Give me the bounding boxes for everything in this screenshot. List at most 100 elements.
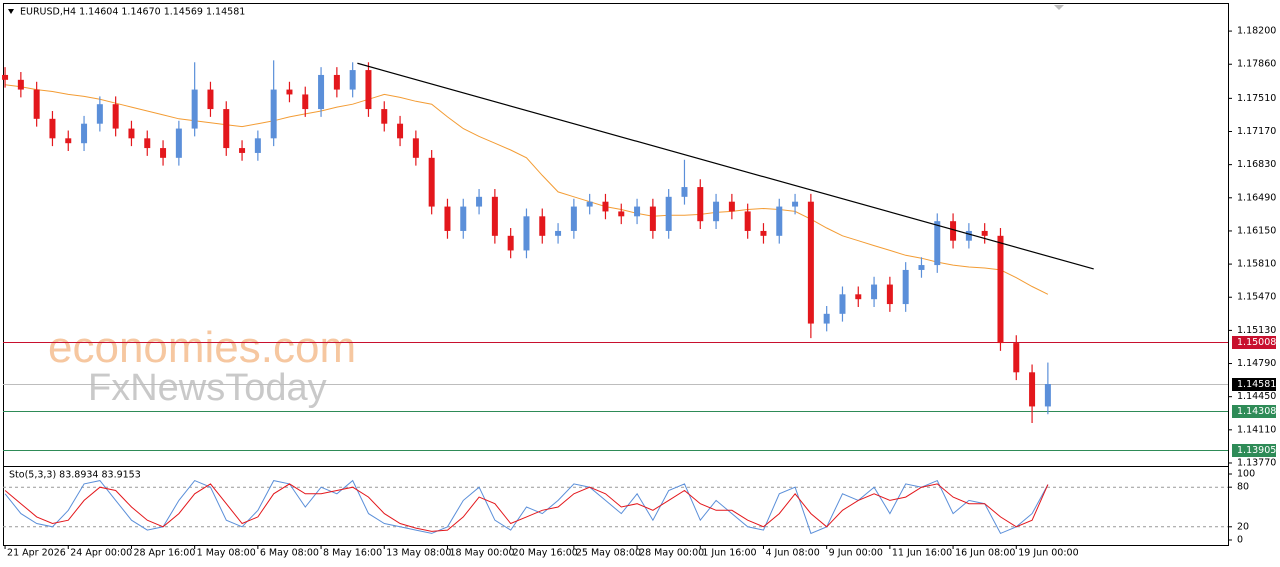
candle-body [981,230,988,236]
candle-body [570,206,577,231]
candle-body [523,216,530,251]
level-label: 1.14581 [1237,379,1276,390]
x-tick-label: 4 Jun 08:00 [765,548,819,559]
symbol-menu-arrow[interactable] [8,9,14,14]
candle-body [807,201,814,324]
y-tick-label: 1.14110 [1237,424,1276,435]
candle-body [491,196,498,236]
y-tick-label: 1.13770 [1237,457,1276,468]
stoch-y-tick-label: 80 [1237,482,1249,493]
x-tick-label: 8 May 16:00 [323,548,382,559]
candle-body [1013,343,1020,373]
candle-body [191,89,198,129]
level-label-bg [1232,336,1276,349]
x-tick-label: 20 May 16:00 [513,548,578,559]
x-tick-label: 1 Jun 16:00 [702,548,756,559]
candle-body [618,211,625,217]
x-tick-label: 21 Apr 2026 [7,548,66,559]
candle-body [428,157,435,207]
candle-body [81,123,88,144]
candle-body [760,230,767,236]
x-tick-label: 6 May 08:00 [260,548,319,559]
candle-body [918,265,925,270]
y-tick-label: 1.14450 [1237,391,1276,402]
x-tick-label: 18 May 00:00 [449,548,514,559]
candle-body [997,235,1004,344]
chart-title: EURUSD,H4 1.14604 1.14670 1.14569 1.1458… [20,7,245,18]
candle-body [65,138,72,144]
candle-body [286,89,293,95]
candle-body [444,206,451,231]
y-tick-label: 1.14790 [1237,358,1276,369]
candle-body [112,104,119,129]
candle-body [1029,372,1036,407]
candle-body [539,216,546,236]
candle-body [302,94,309,110]
level-label: 1.14308 [1237,406,1276,417]
candle-body [254,138,261,153]
candle-body [1044,384,1051,407]
trendline [357,62,1094,270]
watermark: economies.com [48,323,356,372]
x-tick-label: 11 Jun 16:00 [892,548,952,559]
candle-body [602,201,609,212]
x-tick-label: 16 Jun 08:00 [955,548,1015,559]
level-label: 1.13905 [1237,445,1276,456]
candle-body [128,128,135,139]
candle-body [713,201,720,222]
candle-body [507,235,514,251]
y-tick-label: 1.18200 [1237,26,1276,37]
x-tick-label: 9 Jun 00:00 [829,548,883,559]
candle-body [381,109,388,124]
x-tick-label: 28 Apr 16:00 [133,548,195,559]
moving-average [5,84,1049,295]
x-tick-label: 1 May 08:00 [197,548,256,559]
candle-body [681,187,688,197]
candle-body [239,148,246,153]
candle-body [365,70,372,110]
candle-body [792,201,799,207]
candle-body [144,138,151,149]
candle-body [412,138,419,158]
y-tick-label: 1.17860 [1237,59,1276,70]
stoch-y-tick-label: 0 [1237,534,1243,545]
level-label-bg [1232,378,1276,391]
candle-body [950,221,957,241]
x-tick-label: 28 May 00:00 [639,548,704,559]
candle-body [460,206,467,231]
stoch-y-tick-label: 20 [1237,521,1249,532]
candle-body [397,123,404,139]
y-tick-label: 1.16830 [1237,159,1276,170]
y-tick-label: 1.16490 [1237,192,1276,203]
candle-body [965,230,972,241]
candle-body [728,201,735,212]
candle-body [934,221,941,266]
candle-body [270,89,277,139]
candle-body [160,148,167,158]
stoch-line [4,483,1049,532]
x-tick-label: 13 May 08:00 [386,548,451,559]
candle-body [855,294,862,300]
y-tick-label: 1.15470 [1237,292,1276,303]
candle-body [555,230,562,236]
candle-body [871,284,878,300]
candle-body [223,109,230,149]
candle-body [476,196,483,207]
candle-body [349,70,356,90]
y-tick-label: 1.15810 [1237,259,1276,270]
candle-body [839,294,846,314]
candle-body [902,269,909,305]
watermark: FxNewsToday [88,367,327,409]
candle-body [33,89,40,119]
candle-body [697,187,704,222]
candle-body [744,211,751,231]
candle-body [776,206,783,236]
level-label-bg [1232,405,1276,418]
candle-body [823,313,830,324]
level-label: 1.15008 [1237,337,1276,348]
candle-body [586,201,593,207]
stoch-label: Sto(5,3,3) 83.8934 83.9153 [9,470,141,481]
candle-body [649,206,656,231]
candle-body [207,89,214,110]
